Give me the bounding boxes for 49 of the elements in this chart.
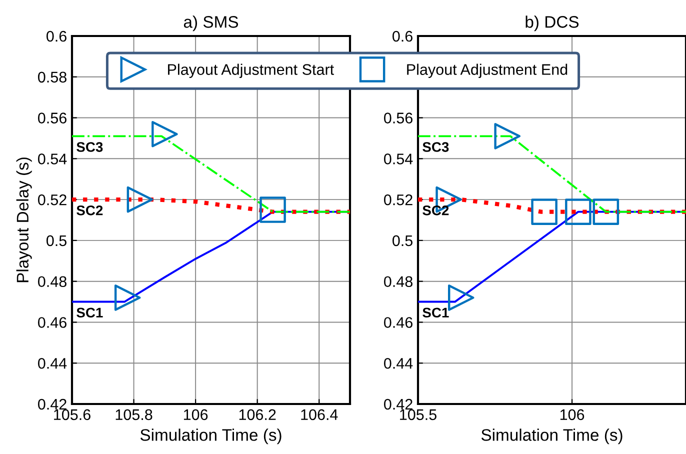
point [114, 284, 141, 311]
y-tick-label: 0.54 [384, 154, 413, 164]
line-series [72, 197, 350, 214]
series-label: SC2 [422, 205, 449, 216]
point [152, 120, 178, 148]
x-tick-label: 106.2 [239, 409, 276, 420]
y-tick-label: 0.42 [38, 398, 66, 410]
y-tick-label: 0.52 [38, 194, 66, 206]
point [494, 123, 520, 150]
y-tick-label: 0.58 [38, 72, 66, 83]
x-tick-label: 106 [560, 409, 584, 420]
series-label: SC3 [76, 142, 103, 152]
series-label: SC1 [422, 308, 449, 318]
x-tick-label: 106.4 [301, 409, 338, 420]
y-tick-label: 0.54 [38, 154, 67, 164]
y-tick-label: 0.46 [38, 317, 66, 328]
x-axis-title: Simulation Time (s) [140, 428, 282, 444]
point [565, 198, 592, 225]
y-tick-label: 0.52 [384, 194, 412, 206]
series-label: SC2 [76, 205, 103, 216]
point [260, 196, 286, 223]
x-axis-title: Simulation Time (s) [481, 428, 622, 444]
x-tick-label: 105.6 [54, 409, 90, 420]
chart-title: b) DCS [526, 16, 579, 32]
y-tick-label: 0.6 [46, 30, 66, 42]
y-tick-label: 0.46 [384, 317, 412, 328]
x-tick-label: 105.8 [116, 409, 152, 420]
y-tick-label: 0.42 [384, 398, 412, 410]
y-tick-label: 0.44 [38, 358, 67, 369]
y-tick-label: 0.6 [392, 30, 412, 42]
point [448, 284, 474, 311]
y-tick-label: 0.5 [46, 235, 66, 246]
x-tick-label: 106 [184, 409, 208, 420]
series-label: SC1 [76, 308, 103, 318]
y-tick-label: 0.48 [384, 276, 412, 288]
x-tick-label: 105.5 [400, 409, 436, 420]
y-axis-title: Playout Delay (s) [16, 158, 32, 282]
legend-label: Playout Adjustment Start [168, 64, 334, 78]
series-label: SC3 [422, 142, 449, 152]
y-tick-label: 0.56 [38, 112, 66, 124]
y-tick-label: 0.5 [392, 235, 412, 246]
legend-label: Playout Adjustment End [407, 64, 568, 78]
point [126, 186, 154, 213]
y-tick-label: 0.48 [38, 276, 66, 288]
point [592, 198, 620, 225]
point [531, 198, 558, 225]
y-tick-label: 0.44 [384, 358, 413, 369]
chart-title: a) SMS [184, 16, 238, 32]
y-tick-label: 0.56 [384, 112, 412, 124]
